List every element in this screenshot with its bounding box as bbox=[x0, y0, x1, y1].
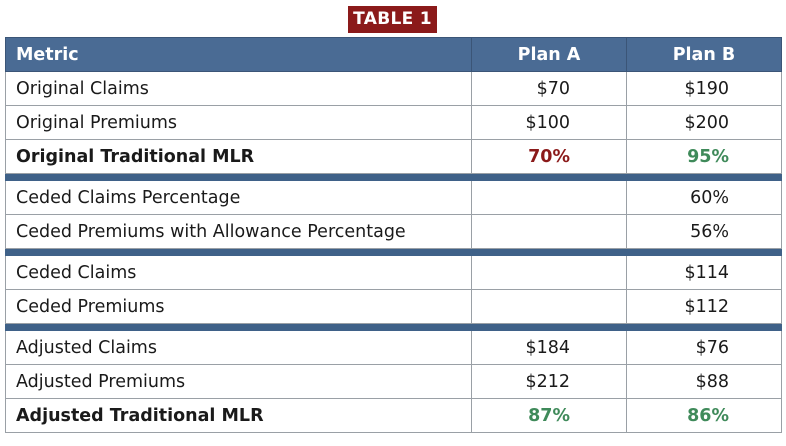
row-label: Adjusted Traditional MLR bbox=[5, 398, 472, 433]
plan-a-value: $184 bbox=[471, 330, 627, 365]
plan-a-value bbox=[471, 180, 627, 215]
row-label: Ceded Premiums with Allowance Percentage bbox=[5, 214, 472, 249]
plan-a-value: $70 bbox=[471, 71, 627, 106]
table-row: Ceded Premiums $112 bbox=[5, 289, 782, 324]
plan-b-value: $112 bbox=[626, 289, 782, 324]
table-row-total: Adjusted Traditional MLR 87% 86% bbox=[5, 398, 782, 433]
row-label: Adjusted Premiums bbox=[5, 364, 472, 399]
table-row: Adjusted Premiums $212 $88 bbox=[5, 364, 782, 399]
row-label: Ceded Claims bbox=[5, 255, 472, 290]
row-label: Ceded Claims Percentage bbox=[5, 180, 472, 215]
plan-a-value: 70% bbox=[471, 139, 627, 174]
plan-a-value: $212 bbox=[471, 364, 627, 399]
group-separator bbox=[5, 248, 782, 256]
row-label: Original Claims bbox=[5, 71, 472, 106]
table-body: Original Claims $70 $190 Original Premiu… bbox=[5, 71, 782, 433]
table-row: Ceded Premiums with Allowance Percentage… bbox=[5, 214, 782, 249]
row-label: Ceded Premiums bbox=[5, 289, 472, 324]
plan-b-value: 95% bbox=[626, 139, 782, 174]
table-row: Original Claims $70 $190 bbox=[5, 71, 782, 106]
plan-b-value: $190 bbox=[626, 71, 782, 106]
group-separator bbox=[5, 173, 782, 181]
row-label: Original Traditional MLR bbox=[5, 139, 472, 174]
mlr-table: Metric Plan A Plan B Original Claims $70… bbox=[5, 37, 782, 433]
plan-a-value bbox=[471, 255, 627, 290]
column-header-plan-a: Plan A bbox=[471, 37, 627, 72]
plan-b-value: $114 bbox=[626, 255, 782, 290]
plan-b-value: $88 bbox=[626, 364, 782, 399]
column-header-plan-b: Plan B bbox=[626, 37, 782, 72]
table-header: Metric Plan A Plan B bbox=[5, 37, 782, 72]
plan-a-value bbox=[471, 214, 627, 249]
plan-b-value: 56% bbox=[626, 214, 782, 249]
table-row: Ceded Claims $114 bbox=[5, 255, 782, 290]
plan-b-value: $76 bbox=[626, 330, 782, 365]
header-row: Metric Plan A Plan B bbox=[5, 37, 782, 72]
plan-a-value: $100 bbox=[471, 105, 627, 140]
column-header-metric: Metric bbox=[5, 37, 472, 72]
table-row: Ceded Claims Percentage 60% bbox=[5, 180, 782, 215]
table-row-total: Original Traditional MLR 70% 95% bbox=[5, 139, 782, 174]
table-title-badge: TABLE 1 bbox=[348, 6, 437, 33]
plan-a-value: 87% bbox=[471, 398, 627, 433]
plan-b-value: 86% bbox=[626, 398, 782, 433]
table-row: Original Premiums $100 $200 bbox=[5, 105, 782, 140]
plan-a-value bbox=[471, 289, 627, 324]
row-label: Original Premiums bbox=[5, 105, 472, 140]
plan-b-value: 60% bbox=[626, 180, 782, 215]
row-label: Adjusted Claims bbox=[5, 330, 472, 365]
plan-b-value: $200 bbox=[626, 105, 782, 140]
group-separator bbox=[5, 323, 782, 331]
table-row: Adjusted Claims $184 $76 bbox=[5, 330, 782, 365]
